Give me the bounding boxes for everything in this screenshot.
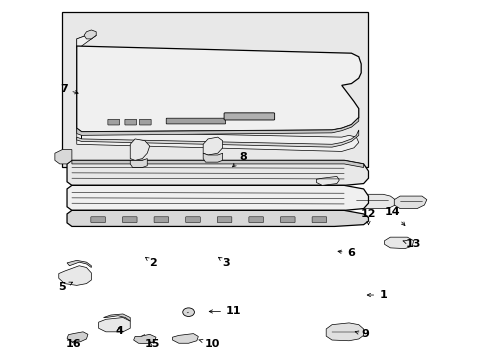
Polygon shape: [72, 160, 363, 167]
Polygon shape: [130, 158, 147, 167]
Text: 6: 6: [337, 248, 355, 258]
Text: 16: 16: [65, 339, 81, 348]
Polygon shape: [133, 334, 156, 343]
Polygon shape: [84, 30, 96, 39]
FancyBboxPatch shape: [217, 217, 231, 222]
Text: 3: 3: [218, 257, 230, 268]
FancyBboxPatch shape: [108, 119, 119, 125]
Polygon shape: [393, 196, 426, 208]
FancyBboxPatch shape: [166, 118, 225, 124]
Polygon shape: [77, 117, 358, 135]
Text: 10: 10: [198, 339, 219, 348]
FancyBboxPatch shape: [154, 217, 168, 222]
Polygon shape: [67, 332, 88, 342]
Polygon shape: [203, 153, 222, 162]
Polygon shape: [172, 334, 198, 343]
Polygon shape: [77, 130, 358, 147]
Polygon shape: [130, 139, 149, 160]
Polygon shape: [59, 266, 91, 285]
FancyBboxPatch shape: [311, 217, 326, 222]
Polygon shape: [350, 194, 394, 208]
Text: 15: 15: [144, 339, 160, 348]
Polygon shape: [67, 260, 91, 267]
Text: 5: 5: [58, 282, 72, 292]
Polygon shape: [99, 318, 130, 332]
Polygon shape: [55, 150, 72, 164]
Polygon shape: [203, 137, 222, 155]
Text: 1: 1: [366, 290, 386, 300]
Polygon shape: [67, 160, 368, 185]
Polygon shape: [62, 12, 368, 167]
Text: 13: 13: [402, 239, 421, 249]
FancyBboxPatch shape: [139, 119, 151, 125]
Circle shape: [183, 308, 194, 316]
Polygon shape: [77, 33, 358, 152]
Polygon shape: [77, 46, 361, 132]
FancyBboxPatch shape: [185, 217, 200, 222]
FancyBboxPatch shape: [122, 217, 137, 222]
Polygon shape: [77, 33, 96, 48]
Text: 4: 4: [115, 326, 123, 336]
Polygon shape: [67, 210, 368, 226]
Polygon shape: [384, 237, 413, 249]
FancyBboxPatch shape: [248, 217, 263, 222]
FancyBboxPatch shape: [224, 113, 274, 120]
FancyBboxPatch shape: [124, 119, 136, 125]
Text: 14: 14: [384, 207, 404, 225]
Text: 11: 11: [209, 306, 241, 316]
Text: 12: 12: [360, 209, 375, 225]
Text: 7: 7: [60, 84, 78, 94]
Text: 9: 9: [354, 329, 368, 339]
Polygon shape: [316, 176, 339, 185]
FancyBboxPatch shape: [91, 217, 105, 222]
Polygon shape: [103, 314, 130, 321]
Text: 8: 8: [232, 152, 247, 167]
Polygon shape: [67, 185, 368, 210]
Text: 2: 2: [145, 257, 157, 268]
FancyBboxPatch shape: [280, 217, 294, 222]
Polygon shape: [325, 323, 363, 341]
